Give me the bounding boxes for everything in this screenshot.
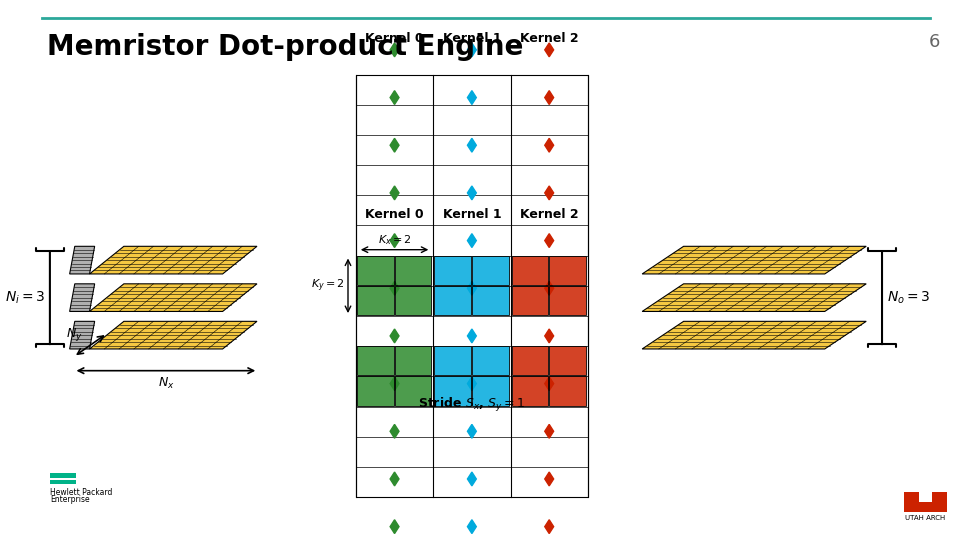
Polygon shape: [544, 424, 554, 438]
Bar: [512, 255, 548, 285]
Polygon shape: [468, 472, 476, 486]
Text: Memristor Dot-product Engine: Memristor Dot-product Engine: [47, 33, 523, 61]
Bar: [357, 286, 394, 315]
Bar: [549, 376, 586, 406]
Bar: [512, 286, 548, 315]
Polygon shape: [544, 281, 554, 295]
Polygon shape: [390, 91, 399, 104]
Bar: [434, 346, 471, 375]
Text: 6: 6: [929, 33, 940, 51]
Polygon shape: [903, 492, 948, 512]
Bar: [434, 255, 471, 285]
Text: Kernel 2: Kernel 2: [520, 32, 579, 45]
Polygon shape: [390, 281, 399, 295]
Polygon shape: [544, 377, 554, 390]
Bar: [395, 255, 431, 285]
Bar: [395, 346, 431, 375]
Polygon shape: [544, 138, 554, 152]
Polygon shape: [642, 246, 866, 274]
Polygon shape: [70, 284, 95, 312]
Polygon shape: [70, 246, 95, 274]
Polygon shape: [468, 234, 476, 247]
Polygon shape: [390, 424, 399, 438]
Text: Kernel 0: Kernel 0: [365, 32, 424, 45]
Polygon shape: [390, 234, 399, 247]
Bar: [434, 286, 471, 315]
Bar: [50, 480, 76, 484]
Bar: [395, 376, 431, 406]
Text: Kernel 0: Kernel 0: [365, 208, 424, 221]
Polygon shape: [544, 43, 554, 57]
Bar: [357, 255, 394, 285]
Text: Stride $S_x$, $S_y = 1$: Stride $S_x$, $S_y = 1$: [419, 396, 525, 414]
Text: Hewlett Packard: Hewlett Packard: [50, 488, 112, 497]
Polygon shape: [468, 519, 476, 534]
Text: $N_o = 3$: $N_o = 3$: [887, 289, 930, 306]
Polygon shape: [544, 329, 554, 343]
Polygon shape: [544, 186, 554, 200]
Bar: [512, 376, 548, 406]
Bar: [512, 346, 548, 375]
Polygon shape: [390, 519, 399, 534]
Polygon shape: [89, 321, 257, 349]
Bar: [549, 255, 586, 285]
Text: $N_i = 3$: $N_i = 3$: [5, 289, 45, 306]
Polygon shape: [544, 234, 554, 247]
Polygon shape: [390, 138, 399, 152]
Polygon shape: [642, 321, 866, 349]
Polygon shape: [390, 43, 399, 57]
Polygon shape: [544, 91, 554, 104]
Text: $N_y$: $N_y$: [66, 326, 83, 343]
Polygon shape: [468, 91, 476, 104]
Polygon shape: [468, 377, 476, 390]
Polygon shape: [89, 284, 257, 312]
Text: Kernel 1: Kernel 1: [443, 32, 501, 45]
Bar: [356, 75, 588, 497]
Bar: [549, 346, 586, 375]
Bar: [357, 346, 394, 375]
Polygon shape: [468, 281, 476, 295]
Bar: [472, 255, 509, 285]
Text: $K_x = 2$: $K_x = 2$: [377, 233, 412, 247]
Polygon shape: [89, 246, 257, 274]
Bar: [472, 376, 509, 406]
Polygon shape: [642, 284, 866, 312]
Polygon shape: [390, 329, 399, 343]
Text: UTAH ARCH: UTAH ARCH: [905, 515, 946, 521]
Polygon shape: [390, 377, 399, 390]
Text: Kernel 1: Kernel 1: [443, 208, 501, 221]
Polygon shape: [544, 519, 554, 534]
Polygon shape: [70, 321, 95, 349]
Text: $K_y = 2$: $K_y = 2$: [311, 278, 345, 294]
Polygon shape: [544, 472, 554, 486]
Text: Enterprise: Enterprise: [50, 495, 89, 504]
Text: Kernel 2: Kernel 2: [520, 208, 579, 221]
Polygon shape: [390, 472, 399, 486]
Polygon shape: [468, 186, 476, 200]
Polygon shape: [468, 43, 476, 57]
Text: $N_x$: $N_x$: [157, 376, 174, 391]
Polygon shape: [468, 138, 476, 152]
Bar: [472, 286, 509, 315]
Polygon shape: [390, 186, 399, 200]
Bar: [357, 376, 394, 406]
Polygon shape: [468, 424, 476, 438]
Polygon shape: [468, 329, 476, 343]
Bar: [434, 376, 471, 406]
Bar: [549, 286, 586, 315]
Bar: [472, 346, 509, 375]
Bar: [395, 286, 431, 315]
Bar: [50, 474, 76, 478]
